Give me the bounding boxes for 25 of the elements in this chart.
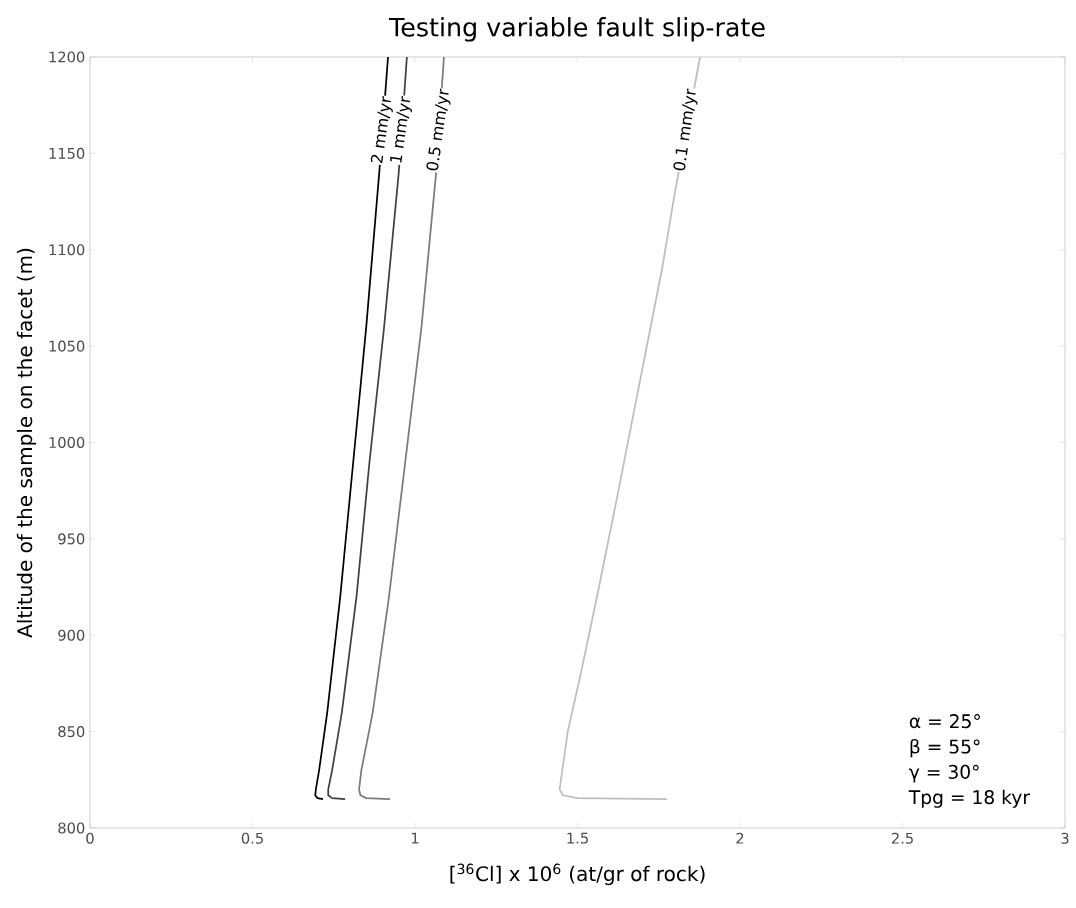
y-tick-label: 900: [58, 629, 85, 641]
x-axis-title: [$^{36}$Cl] x 10$^{6}$ (at/gr of rock): [450, 863, 705, 886]
annotation: 0.1 mm/yr: [673, 88, 698, 171]
y-tick-label: 850: [58, 726, 85, 738]
annotation: Tpg = 18 kyr: [908, 789, 1031, 808]
x-tick-label: 2.5: [891, 832, 913, 844]
y-tick-label: 800: [58, 822, 85, 834]
x-tick-label: 0.5: [241, 832, 263, 844]
x-tick-label: 1: [411, 832, 419, 844]
annotation: 0.5 mm/yr: [426, 88, 451, 171]
x-tick-label: 2: [736, 832, 744, 844]
y-axis-title: Altitude of the sample on the facet (m): [16, 248, 37, 638]
y-tick-label: 1150: [49, 147, 85, 159]
y-tick-label: 1200: [49, 51, 85, 63]
x-tick-label: 1.5: [567, 832, 588, 844]
y-tick-label: 1000: [49, 436, 85, 449]
x-tick-label: 3: [1061, 832, 1069, 844]
y-tick-label: 1100: [49, 244, 85, 256]
y-tick-label: 950: [58, 533, 85, 545]
y-tick-label: 1050: [49, 340, 85, 352]
annotation: β = 55°: [910, 739, 980, 758]
x-tick-label: 0: [86, 832, 94, 844]
annotation: α = 25°: [909, 714, 980, 729]
chart-title: Testing variable fault slip-rate: [389, 17, 765, 42]
annotation: γ = 30°: [909, 764, 979, 783]
